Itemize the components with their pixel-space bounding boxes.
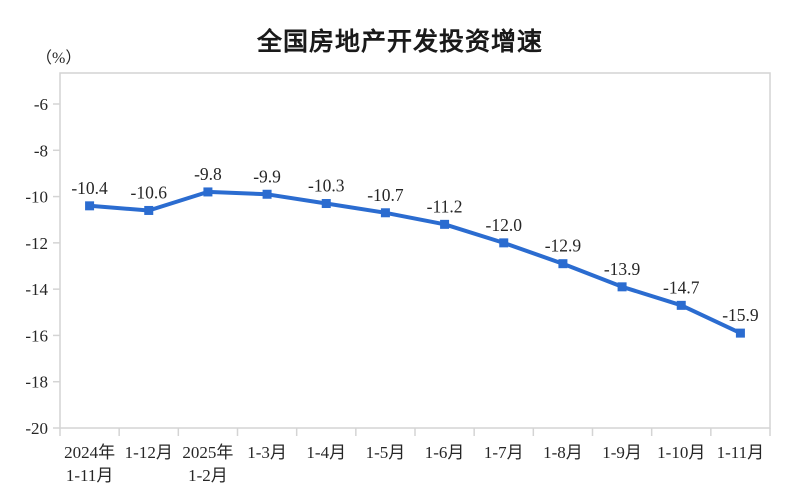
data-point-marker xyxy=(735,328,745,338)
data-point-label: -11.2 xyxy=(427,196,463,216)
x-axis-label: 1-9月 xyxy=(602,443,642,462)
data-point-marker xyxy=(85,201,95,211)
data-point-label: -13.9 xyxy=(604,259,641,279)
data-point-label: -9.8 xyxy=(194,164,222,184)
data-point-marker xyxy=(676,300,686,310)
x-axis-label: 1-5月 xyxy=(366,443,406,462)
data-point-marker xyxy=(262,189,272,199)
x-axis-label: 1-4月 xyxy=(306,443,346,462)
y-axis-tick-label: -20 xyxy=(25,419,48,438)
x-axis-label: 1-7月 xyxy=(484,443,524,462)
plot-frame xyxy=(59,72,771,429)
x-axis-label: 1-10月 xyxy=(657,443,705,462)
y-axis-tick-label: -18 xyxy=(25,373,48,392)
data-point-marker xyxy=(499,238,509,248)
x-axis-label: 1-11月 xyxy=(717,443,765,462)
data-point-label: -10.7 xyxy=(367,185,404,205)
data-point-label: -12.0 xyxy=(486,215,523,235)
data-point-label: -14.7 xyxy=(663,277,700,297)
data-point-label: -10.4 xyxy=(71,178,108,198)
data-point-label: -15.9 xyxy=(722,305,759,325)
x-axis-label: 2024年 1-11月 xyxy=(64,443,115,485)
data-point-marker xyxy=(203,187,213,197)
y-axis-tick-label: -10 xyxy=(25,188,48,207)
x-axis-label: 1-6月 xyxy=(425,443,465,462)
data-point-label: -10.6 xyxy=(131,182,168,202)
x-axis-label: 2025年 1-2月 xyxy=(182,443,233,485)
x-axis-label: 1-12月 xyxy=(125,443,173,462)
data-point-marker xyxy=(558,259,568,269)
data-point-marker xyxy=(617,282,627,292)
data-point-label: -9.9 xyxy=(253,166,281,186)
data-point-marker xyxy=(321,199,331,209)
data-point-marker xyxy=(144,205,154,215)
y-axis-tick-label: -14 xyxy=(25,280,48,299)
y-axis-tick-label: -16 xyxy=(25,326,48,345)
data-point-label: -10.3 xyxy=(308,176,345,196)
y-axis-unit-label: （%） xyxy=(36,50,82,67)
data-point-label: -12.9 xyxy=(545,236,582,256)
y-axis-tick-label: -12 xyxy=(25,234,48,253)
y-axis-tick-label: -6 xyxy=(34,95,48,114)
y-axis-tick-label: -8 xyxy=(34,141,48,160)
data-line xyxy=(87,189,743,336)
x-axis-label: 1-8月 xyxy=(543,443,583,462)
data-point-marker xyxy=(440,219,450,229)
chart-title: 全国房地产开发投资增速 xyxy=(256,29,543,56)
data-point-marker xyxy=(380,208,390,218)
x-axis-label: 1-3月 xyxy=(247,443,287,462)
